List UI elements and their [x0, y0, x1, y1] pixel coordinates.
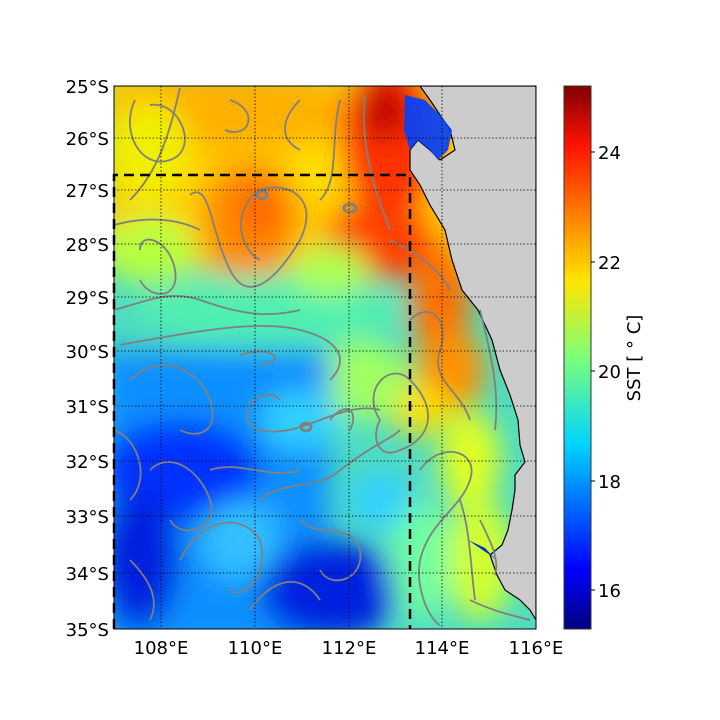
x-axis-labels: 108°E 110°E 112°E 114°E 116°E — [134, 638, 564, 659]
colorbar-label: SST [ ° C] — [624, 315, 645, 402]
svg-text:25°S: 25°S — [66, 77, 109, 98]
colorbar-tick: 18 — [598, 472, 621, 493]
sst-field — [114, 86, 536, 629]
svg-text:30°S: 30°S — [66, 342, 109, 363]
gridlines — [114, 86, 536, 629]
y-axis-labels: 25°S 26°S 27°S 28°S 29°S 30°S 31°S 32°S … — [66, 77, 109, 641]
colorbar-tick: 16 — [598, 581, 621, 602]
colorbar-tick: 24 — [598, 143, 621, 164]
svg-text:112°E: 112°E — [322, 638, 377, 659]
land-mass — [409, 86, 536, 622]
svg-text:114°E: 114°E — [415, 638, 470, 659]
svg-text:108°E: 108°E — [134, 638, 189, 659]
svg-text:26°S: 26°S — [66, 129, 109, 150]
plot-frame — [113, 85, 537, 630]
svg-text:116°E: 116°E — [509, 638, 564, 659]
svg-text:35°S: 35°S — [66, 620, 109, 641]
svg-text:110°E: 110°E — [228, 638, 283, 659]
colorbar-tick: 20 — [598, 362, 621, 383]
svg-text:32°S: 32°S — [66, 452, 109, 473]
svg-text:31°S: 31°S — [66, 397, 109, 418]
svg-text:28°S: 28°S — [66, 235, 109, 256]
current-streamlines — [114, 87, 531, 626]
colorbar: 16 18 20 22 24 SST [ ° C] — [563, 85, 645, 630]
svg-text:33°S: 33°S — [66, 507, 109, 528]
svg-text:34°S: 34°S — [66, 564, 109, 585]
colorbar-tick: 22 — [598, 253, 621, 274]
svg-text:29°S: 29°S — [66, 288, 109, 309]
svg-text:27°S: 27°S — [66, 181, 109, 202]
